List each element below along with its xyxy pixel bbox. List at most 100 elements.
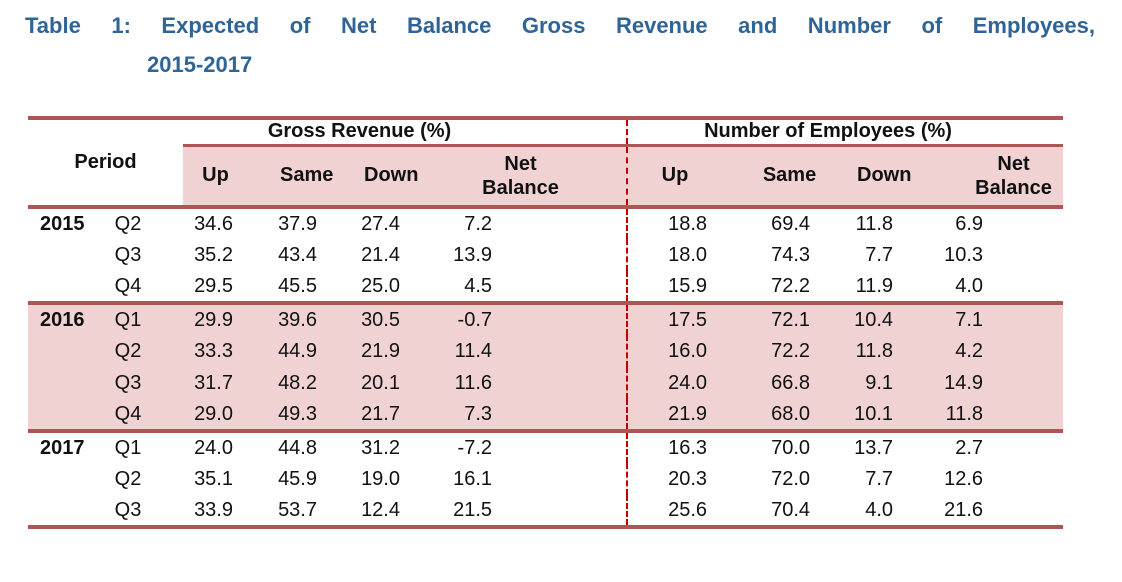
gross-revenue-up-cell: 34.6 — [194, 212, 233, 235]
employees-same-cell: 69.4 — [771, 212, 811, 235]
employees-net-balance-cell: 14.9 — [908, 367, 1064, 399]
gross-revenue-up-cell: 35.1 — [194, 467, 233, 490]
table-title-line1: Table 1: Expected of Net Balance Gross R… — [25, 13, 1095, 38]
gross-revenue-up-header: Up — [183, 145, 248, 209]
gross-revenue-net-balance-cell: 13.9 — [453, 243, 493, 266]
employees-up-cell: 18.8 — [626, 207, 723, 239]
employees-down-cell: 11.8 — [855, 212, 894, 235]
gross-revenue-same-cell: 44.9 — [248, 335, 332, 367]
table-row: Q3 35.2 43.4 21.4 13.9 18.0 74.3 7.7 10.3 — [28, 239, 1063, 271]
quarter-cell: Q2 — [114, 212, 142, 235]
employees-down-cell: 4.0 — [865, 498, 894, 521]
employees-same-cell: 72.2 — [722, 335, 826, 367]
gross-revenue-up-cell: 33.9 — [194, 498, 233, 521]
quarter-cell: Q4 — [114, 274, 142, 297]
gross-revenue-down-cell: 21.7 — [332, 399, 415, 431]
employees-down-cell: 13.7 — [825, 429, 909, 463]
employees-net-balance-cell: 11.8 — [908, 399, 1064, 431]
employees-up-cell: 24.0 — [626, 367, 723, 399]
gross-revenue-down-header: Down — [332, 145, 418, 209]
employees-down-cell: 10.4 — [825, 301, 909, 335]
quarter-cell: Q3 — [114, 498, 142, 521]
employees-net-balance-cell: 4.0 — [955, 274, 984, 297]
gross-revenue-down-cell: 20.1 — [332, 367, 415, 399]
quarter-cell: Q1 — [95, 301, 183, 335]
table-row: Q4 29.0 49.3 21.7 7.3 21.9 68.0 10.1 11.8 — [28, 399, 1064, 431]
gross-revenue-net-balance-cell: 21.5 — [453, 498, 493, 521]
gross-revenue-same-cell: 39.6 — [248, 301, 332, 335]
gross-revenue-down-cell: 25.0 — [361, 274, 400, 297]
employees-down-header: Down — [825, 145, 911, 209]
employees-same-cell: 74.3 — [771, 243, 811, 266]
employees-up-cell: 20.3 — [626, 463, 723, 495]
employees-net-balance-header: Net Balance — [908, 145, 1064, 209]
table-row: Q4 29.5 45.5 25.0 4.5 15.9 72.2 11.9 4.0 — [28, 271, 1063, 303]
employees-net-balance-cell: 12.6 — [944, 467, 984, 490]
year-cell — [28, 367, 95, 399]
employees-same-cell: 68.0 — [722, 399, 826, 431]
year-cell — [28, 463, 95, 495]
sub-header-row: Up Same Down Net Balance Up Same Down Ne… — [28, 145, 1064, 209]
gross-revenue-same-cell: 48.2 — [248, 367, 332, 399]
employees-down-cell: 7.7 — [865, 243, 894, 266]
table-row: Q3 31.7 48.2 20.1 11.6 24.0 66.8 9.1 14.9 — [28, 367, 1064, 399]
gross-revenue-same-header: Same — [248, 145, 333, 209]
table-row: 2016 Q1 29.9 39.6 30.5 -0.7 17.5 72.1 10.4 7.1 — [28, 301, 1064, 335]
gross-revenue-up-cell: 29.5 — [194, 274, 233, 297]
year-cell: 2017 — [28, 429, 95, 463]
year-cell: 2015 — [40, 212, 85, 235]
table-body: 2015 Q2 34.6 37.9 27.4 7.2 18.8 69.4 11.8 6.9 Q3 35… — [28, 207, 1064, 527]
employees-net-balance-cell: 21.6 — [944, 498, 984, 521]
employees-down-cell: 7.7 — [865, 467, 894, 490]
employees-down-cell: 9.1 — [825, 367, 909, 399]
gross-revenue-down-cell: 30.5 — [332, 301, 415, 335]
employees-up-cell: 18.0 — [626, 239, 723, 271]
group-header-row: Period Gross Revenue (%) Number of Emplo… — [28, 118, 1064, 209]
table-row: Q2 33.3 44.9 21.9 11.4 16.0 72.2 11.8 4.2 — [28, 335, 1064, 367]
table-row: 2017 Q1 24.0 44.8 31.2 -7.2 16.3 70.0 13.7 2.7 — [28, 429, 1064, 463]
period-header-cell: Period — [28, 118, 183, 209]
gross-revenue-down-cell: 31.2 — [332, 429, 415, 463]
table-title: Table 1: Expected of Net Balance Gross R… — [0, 0, 1122, 78]
gross-revenue-up-cell: 33.3 — [183, 335, 248, 367]
quarter-cell: Q4 — [95, 399, 183, 431]
employees-net-balance-cell: 6.9 — [955, 212, 984, 235]
employees-up-cell: 16.0 — [626, 335, 723, 367]
gross-revenue-same-cell: 44.8 — [248, 429, 332, 463]
year-cell — [28, 271, 95, 303]
employees-same-cell: 72.0 — [771, 467, 811, 490]
employees-same-header: Same — [722, 145, 826, 209]
gross-revenue-up-cell: 29.0 — [183, 399, 248, 431]
year-cell — [28, 495, 95, 527]
employees-up-cell: 17.5 — [626, 301, 723, 335]
quarter-cell: Q2 — [95, 335, 183, 367]
table-row: Q3 33.9 53.7 12.4 21.5 25.6 70.4 4.0 21.6 — [28, 495, 1063, 527]
table-title-line2: 2015-2017 — [147, 52, 253, 77]
gross-revenue-net-balance-cell: 11.4 — [415, 335, 628, 367]
gross-revenue-net-balance-cell: 16.1 — [453, 467, 493, 490]
employees-same-cell: 72.1 — [722, 301, 826, 335]
quarter-cell: Q3 — [114, 243, 142, 266]
gross-revenue-up-cell: 24.0 — [183, 429, 248, 463]
gross-revenue-net-balance-cell: 11.6 — [415, 367, 628, 399]
employees-up-cell: 16.3 — [626, 429, 723, 463]
employees-net-balance-cell: 7.1 — [908, 301, 1064, 335]
year-cell — [28, 335, 95, 367]
table-row: 2015 Q2 34.6 37.9 27.4 7.2 18.8 69.4 11.8 6.9 — [28, 207, 1063, 239]
employees-net-balance-cell: 10.3 — [944, 243, 984, 266]
employees-same-cell: 66.8 — [722, 367, 826, 399]
employees-same-cell: 72.2 — [771, 274, 811, 297]
gross-revenue-same-cell: 53.7 — [278, 498, 317, 521]
gross-revenue-group-header: Gross Revenue (%) — [183, 118, 628, 147]
quarter-cell: Q2 — [114, 467, 142, 490]
gross-revenue-up-cell: 35.2 — [194, 243, 233, 266]
gross-revenue-down-cell: 21.4 — [361, 243, 400, 266]
employees-down-cell: 10.1 — [825, 399, 909, 431]
year-cell — [28, 239, 95, 271]
employees-up-cell: 15.9 — [626, 271, 723, 303]
employees-net-balance-cell: 2.7 — [908, 429, 1064, 463]
gross-revenue-same-cell: 37.9 — [278, 212, 317, 235]
gross-revenue-same-cell: 45.5 — [278, 274, 317, 297]
employees-same-cell: 70.0 — [722, 429, 826, 463]
gross-revenue-net-balance-cell: 7.2 — [464, 212, 493, 235]
